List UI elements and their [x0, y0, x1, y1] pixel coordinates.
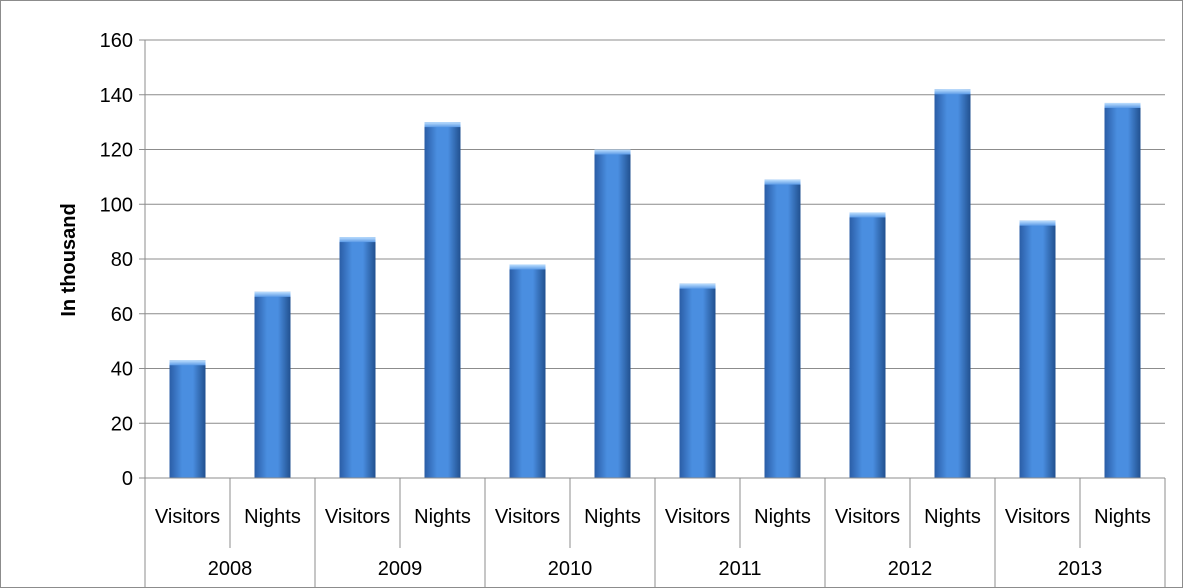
bar-cap [1104, 102, 1141, 108]
bar [424, 122, 461, 478]
bar-cap [594, 149, 631, 155]
y-tick-label: 120 [100, 140, 133, 162]
bar [254, 291, 291, 478]
x-group-label: 2009 [378, 558, 423, 580]
bar [594, 149, 631, 478]
y-tick-label: 80 [111, 249, 133, 271]
y-tick-label: 160 [100, 30, 133, 52]
x-tick-label: Nights [754, 506, 811, 528]
y-axis-label: In thousand [58, 203, 80, 316]
x-tick-label: Visitors [325, 506, 390, 528]
x-tick-label: Visitors [665, 506, 730, 528]
bar-cap [679, 283, 716, 289]
x-group-label: 2013 [1058, 558, 1103, 580]
bar [679, 283, 716, 478]
bar-cap [1019, 220, 1056, 226]
x-tick-label: Visitors [1005, 506, 1070, 528]
bar [849, 212, 886, 478]
bar-cap [934, 89, 971, 95]
x-tick-label: Nights [1094, 506, 1151, 528]
y-tick-label: 40 [111, 359, 133, 381]
bar [764, 179, 801, 479]
x-tick-label: Nights [244, 506, 301, 528]
x-tick-label: Nights [584, 506, 641, 528]
gridlines [145, 39, 1165, 479]
bar [1104, 102, 1141, 479]
y-tick-label: 140 [100, 85, 133, 107]
bar [1019, 220, 1056, 479]
x-group-label: 2012 [888, 558, 933, 580]
bar [934, 89, 971, 479]
bar-cap [509, 264, 546, 270]
bar [339, 237, 376, 478]
bar-cap [764, 179, 801, 185]
x-axis: Visitors Nights Visitors Nights Visitors Nigh… [144, 477, 1166, 588]
bar [509, 264, 546, 478]
y-axis: In thousand 0 20 40 60 80 100 120 140 160 [58, 30, 146, 490]
x-group-label: 2008 [208, 558, 253, 580]
y-tick-label: 60 [111, 304, 133, 326]
y-tick-label: 100 [100, 194, 133, 216]
bar-cap [169, 360, 206, 366]
x-group-label: 2010 [548, 558, 593, 580]
x-tick-label: Visitors [835, 506, 900, 528]
y-tick-label: 20 [111, 413, 133, 435]
x-tick-label: Visitors [155, 506, 220, 528]
bar-cap [339, 237, 376, 243]
x-tick-label: Nights [924, 506, 981, 528]
x-tick-label: Visitors [495, 506, 560, 528]
bars [169, 89, 1141, 479]
bar [169, 360, 206, 478]
y-tick-label: 0 [122, 468, 133, 490]
x-tick-label: Nights [414, 506, 471, 528]
bar-cap [849, 212, 886, 218]
bar-cap [254, 291, 291, 297]
x-group-label: 2011 [718, 558, 761, 580]
bar-cap [424, 122, 461, 128]
